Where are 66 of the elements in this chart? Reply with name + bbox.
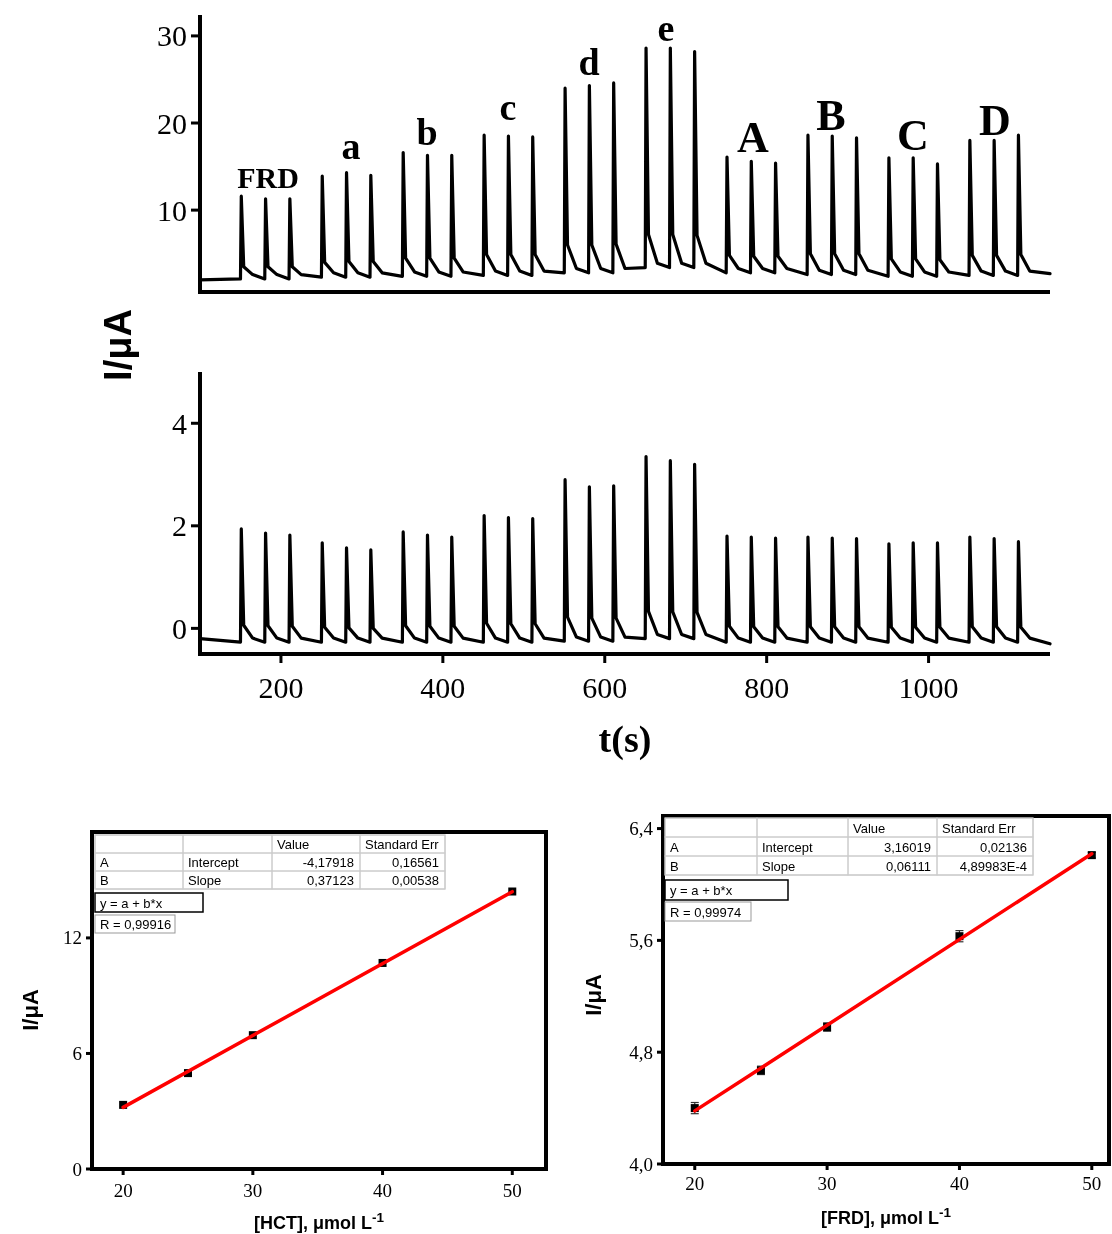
y-tick-label: 6,4 [629,818,654,840]
x-tick-label: 40 [949,1173,969,1194]
annotation: e [657,7,675,49]
y-axis-title: I/μA [580,974,606,1016]
x-tick-label: 200 [258,671,304,704]
x-tick-label: 30 [243,1180,263,1201]
y-tick-label: 0 [72,1158,82,1180]
annotation: -4,17918 [302,854,354,870]
y-tick-label: 30 [157,19,187,53]
x-tick-label: 20 [685,1173,705,1194]
x-axis-title: t(s) [598,718,652,761]
y-tick-label: 10 [157,193,187,227]
annotation: y = a + b*x [100,895,163,910]
annotation: 0,06111 [885,858,931,873]
x-tick-label: 50 [502,1180,522,1201]
x-tick-label: 800 [744,671,790,704]
annotation: 0,16561 [392,854,439,870]
x-tick-label: 400 [420,671,466,704]
annotation: Slope [762,858,796,873]
annotation: d [578,41,600,83]
annotation: 3,16019 [884,839,931,854]
y-tick-label: 0 [172,611,187,645]
annotation: Value [853,820,886,835]
annotation: A [100,854,109,870]
annotation: 0,00538 [392,872,439,888]
annotation: C [897,110,929,160]
annotation: B [816,90,846,140]
y-axis-title: I/μA [97,309,139,381]
y-axis-title: I/μA [17,989,43,1031]
x-tick-label: 30 [817,1173,837,1194]
annotation: B [100,872,109,888]
x-tick-label: 20 [113,1180,133,1201]
x-axis-title: [HCT], μmol L$^{-1}$ [253,1209,385,1233]
annotation: R = 0,99916 [100,916,172,932]
y-tick-label: 20 [157,106,187,140]
annotation: b [416,111,438,153]
annotation: D [979,95,1011,145]
annotation: Intercept [188,854,239,870]
annotation: 0,37123 [307,872,354,888]
x-axis-title: [FRD], μmol L$^{-1}$ [820,1204,952,1228]
annotation: FRD [237,160,299,194]
annotation: R = 0,99974 [670,904,742,919]
y-tick-label: 2 [172,509,187,543]
annotation: Value [277,836,310,852]
annotation: A [670,839,679,854]
annotation: Slope [188,872,222,888]
x-tick-label: 50 [1082,1173,1102,1194]
y-tick-label: 4,8 [629,1041,653,1063]
annotation: 0,02136 [980,839,1027,854]
annotation: Intercept [762,839,813,854]
y-tick-label: 12 [63,927,82,949]
annotation: A [737,112,770,162]
x-tick-label: 1000 [898,671,959,704]
y-tick-label: 4,0 [629,1153,653,1175]
y-tick-label: 5,6 [629,929,653,951]
annotation: 4,89983E-4 [959,858,1027,873]
x-tick-label: 40 [373,1180,393,1201]
annotation: B [670,858,679,873]
annotation: a [341,125,361,167]
annotation: Standard Err [942,820,1017,835]
x-tick-label: 600 [582,671,628,704]
y-tick-label: 4 [172,406,187,440]
annotation: y = a + b*x [670,882,733,898]
annotation: c [499,86,517,128]
annotation: Standard Err [365,836,440,852]
y-tick-label: 6 [72,1042,82,1064]
